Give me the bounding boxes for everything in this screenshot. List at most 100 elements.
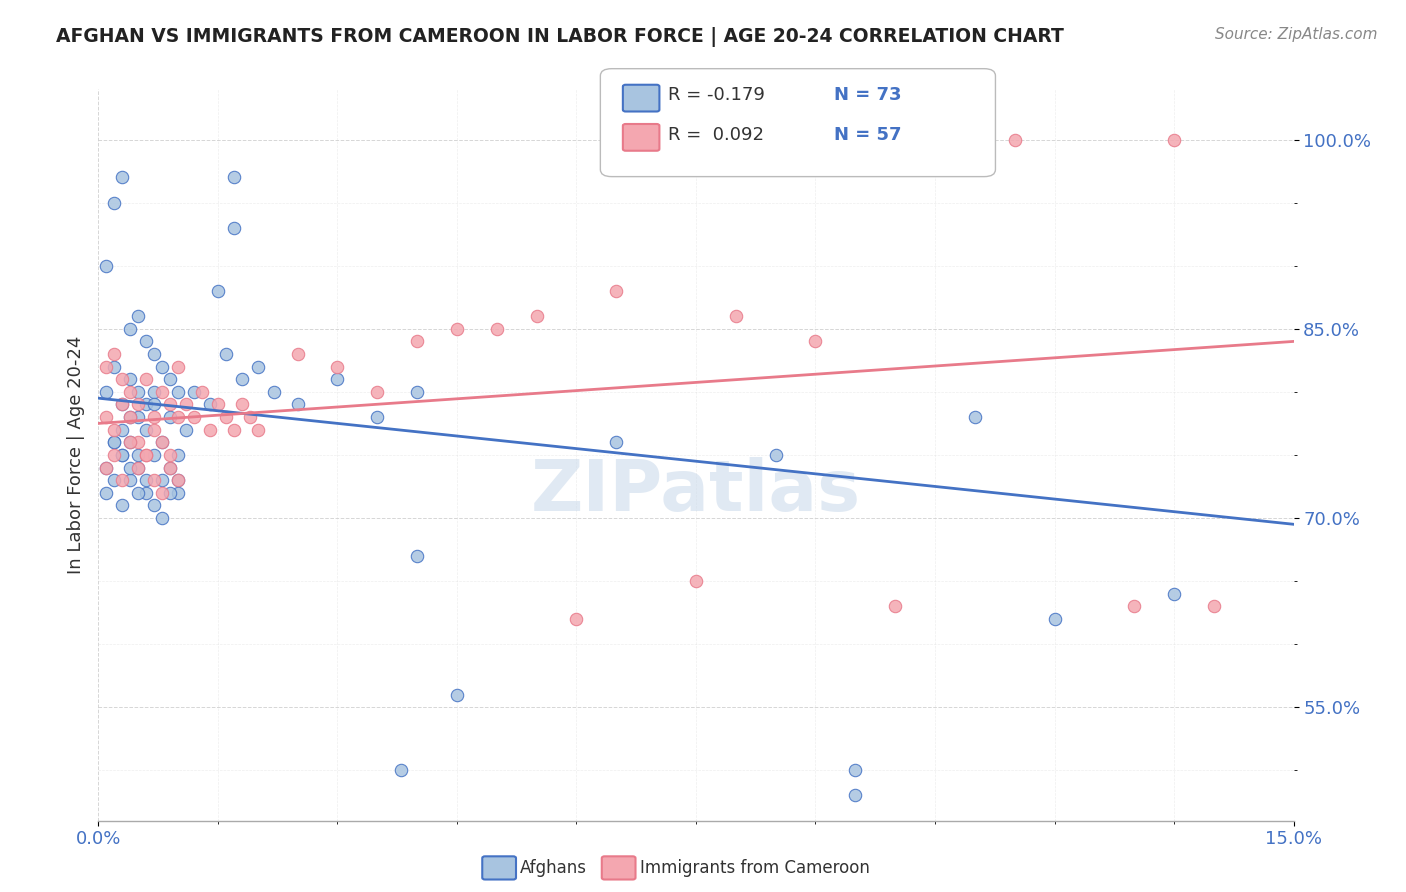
Text: Immigrants from Cameroon: Immigrants from Cameroon	[640, 859, 869, 877]
Point	[111, 372, 134, 386]
Point	[111, 448, 134, 462]
Point	[174, 423, 197, 437]
Point	[406, 549, 429, 563]
Point	[127, 435, 149, 450]
Point	[198, 397, 221, 411]
Point	[103, 435, 125, 450]
Point	[605, 284, 627, 298]
Point	[167, 473, 190, 487]
Point	[1123, 599, 1146, 614]
Point	[143, 410, 166, 425]
Point	[143, 347, 166, 361]
Point	[127, 397, 149, 411]
Point	[120, 410, 142, 425]
Point	[111, 448, 134, 462]
Point	[366, 384, 388, 399]
Point	[246, 423, 269, 437]
Point	[246, 359, 269, 374]
Point	[804, 334, 827, 349]
Point	[103, 423, 125, 437]
Point	[167, 410, 190, 425]
Point	[159, 485, 181, 500]
Point	[167, 359, 190, 374]
Point	[366, 410, 388, 425]
Point	[1163, 587, 1185, 601]
Point	[446, 688, 468, 702]
Text: N = 57: N = 57	[834, 126, 901, 144]
Point	[103, 195, 125, 210]
Point	[120, 473, 142, 487]
Point	[143, 384, 166, 399]
Point	[150, 435, 173, 450]
Point	[135, 397, 157, 411]
Point	[263, 384, 285, 399]
Point	[1202, 599, 1225, 614]
Point	[174, 397, 197, 411]
Point	[135, 334, 157, 349]
Point	[406, 334, 429, 349]
Point	[127, 460, 149, 475]
Point	[963, 410, 986, 425]
Point	[526, 309, 548, 323]
Point	[326, 359, 349, 374]
Point	[215, 410, 238, 425]
Point	[159, 372, 181, 386]
Point	[111, 499, 134, 513]
Point	[111, 397, 134, 411]
Point	[207, 397, 229, 411]
Point	[127, 460, 149, 475]
Point	[215, 347, 238, 361]
Point	[485, 322, 508, 336]
Point	[159, 460, 181, 475]
Point	[406, 384, 429, 399]
Point	[103, 473, 125, 487]
Point	[143, 499, 166, 513]
Point	[167, 485, 190, 500]
Point	[143, 448, 166, 462]
Point	[135, 448, 157, 462]
Point	[127, 448, 149, 462]
Point	[198, 423, 221, 437]
Point	[143, 423, 166, 437]
Point	[685, 574, 707, 588]
Point	[231, 372, 253, 386]
Point	[150, 485, 173, 500]
Point	[159, 460, 181, 475]
Text: Afghans: Afghans	[520, 859, 588, 877]
Point	[724, 309, 747, 323]
Point	[111, 397, 134, 411]
Text: R = -0.179: R = -0.179	[668, 87, 765, 104]
Point	[120, 410, 142, 425]
Point	[150, 473, 173, 487]
Point	[103, 347, 125, 361]
Point	[120, 435, 142, 450]
Point	[287, 397, 309, 411]
Point	[183, 384, 205, 399]
Point	[127, 485, 149, 500]
Y-axis label: In Labor Force | Age 20-24: In Labor Force | Age 20-24	[66, 335, 84, 574]
Point	[120, 372, 142, 386]
Point	[111, 423, 134, 437]
Point	[111, 170, 134, 185]
Point	[150, 384, 173, 399]
Point	[150, 435, 173, 450]
Point	[326, 372, 349, 386]
Point	[239, 410, 262, 425]
Point	[103, 359, 125, 374]
Text: N = 73: N = 73	[834, 87, 901, 104]
Point	[565, 612, 588, 626]
Point	[120, 322, 142, 336]
Point	[120, 435, 142, 450]
Text: ZIPatlas: ZIPatlas	[531, 457, 860, 526]
Point	[605, 435, 627, 450]
Point	[135, 423, 157, 437]
Point	[222, 170, 245, 185]
Point	[1004, 133, 1026, 147]
Point	[127, 384, 149, 399]
Point	[287, 347, 309, 361]
Point	[389, 763, 412, 777]
Point	[150, 511, 173, 525]
Point	[1163, 133, 1185, 147]
Point	[111, 473, 134, 487]
Point	[207, 284, 229, 298]
